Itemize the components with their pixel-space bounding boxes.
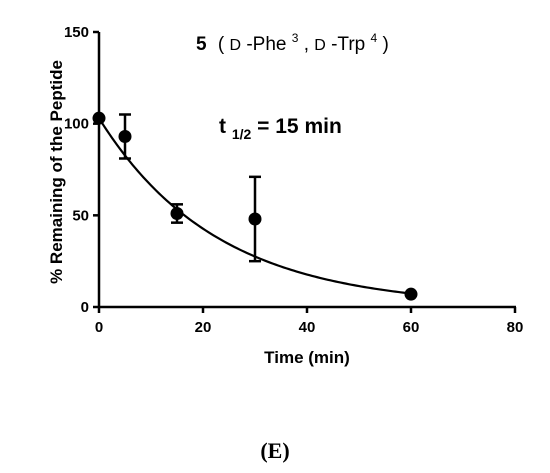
x-tick-label: 0 [95,319,103,336]
x-tick-label: 20 [195,319,212,336]
y-tick-label: 0 [81,299,89,316]
y-tick-label: 50 [72,207,89,224]
y-axis-title: % Remaining of the Peptide [47,60,66,284]
title-d2: D [314,37,326,54]
panel-label: (E) [260,438,290,463]
axes-layer [97,32,516,309]
title-close-paren: ) [382,34,388,55]
x-tick-label: 80 [507,319,524,336]
title-comma: , [304,34,309,55]
y-tick-label: 150 [64,24,89,41]
data-point [404,287,418,301]
half-life-symbol: t [219,115,226,138]
title-open-paren: ( [218,34,225,55]
x-axis-title: Time (min) [264,348,350,367]
tick-layer: 0 20 40 60 80 0 50 100 150 [64,24,523,336]
data-point [170,207,184,220]
compound-number: 5 [196,34,207,55]
title-residue2-position: 4 [371,31,378,45]
half-life-annotation: t 1/2 = 15 min [219,115,342,144]
data-point [118,130,132,143]
half-life-value: = 15 min [257,115,342,138]
title-d1: D [229,37,241,54]
half-life-subscript: 1/2 [232,126,252,142]
chart-title: 5 ( D -Phe 3 , D -Trp 4 ) [196,26,389,55]
x-tick-label: 60 [403,319,420,336]
y-tick-label: 100 [64,116,89,133]
title-residue2: -Trp [331,34,365,55]
data-point [248,212,262,226]
title-residue1: -Phe [246,34,286,55]
x-tick-label: 40 [299,319,316,336]
title-residue1-position: 3 [292,31,299,45]
